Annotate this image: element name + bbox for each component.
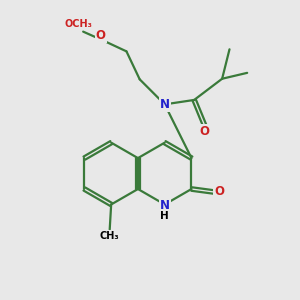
Text: N: N [160,200,170,212]
Text: CH₃: CH₃ [100,231,119,241]
Text: O: O [200,125,209,138]
Text: OCH₃: OCH₃ [65,19,93,29]
Text: O: O [214,185,224,199]
Text: N: N [160,98,170,111]
Text: H: H [160,211,169,221]
Text: O: O [96,29,106,42]
